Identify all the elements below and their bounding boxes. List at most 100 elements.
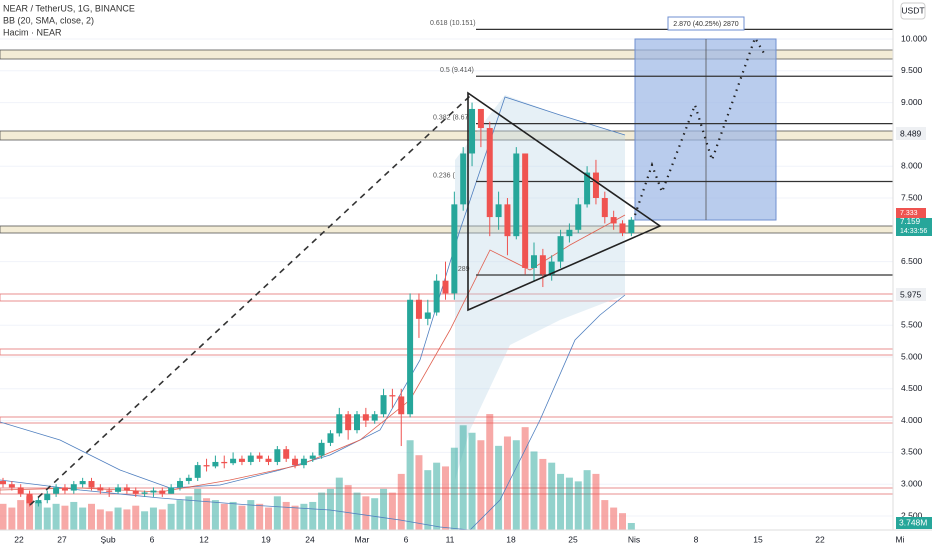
candle-body [398, 396, 405, 415]
y-tick-label: 6.500 [901, 256, 923, 266]
badge-text: 5.975 [900, 289, 922, 299]
badge-text: 7.333 [900, 210, 918, 217]
candle-body [380, 395, 387, 415]
volume-bar [486, 414, 494, 530]
candle-body [17, 487, 24, 494]
candle-body [592, 172, 599, 198]
volume-bar [619, 513, 626, 530]
candle-body [221, 461, 228, 464]
volume-bar [574, 481, 582, 530]
x-tick-label: Şub [100, 534, 115, 544]
candle-body [531, 255, 537, 268]
x-tick-label: 8 [694, 534, 699, 544]
volume-bar [380, 488, 388, 530]
candle-body [300, 458, 307, 466]
volume-bar [468, 432, 476, 530]
volume-bar [353, 492, 361, 530]
candle-body [212, 461, 219, 467]
volume-bar [406, 440, 414, 530]
volume-bar [583, 470, 591, 530]
x-tick-label: 25 [568, 534, 578, 544]
volume-bar [282, 501, 290, 530]
candle-body [88, 481, 95, 488]
trend-line [29, 95, 471, 506]
grid [0, 38, 893, 517]
x-tick-label: 18 [506, 534, 516, 544]
volume-bar [610, 507, 618, 530]
volume-bar [52, 503, 60, 530]
volume-bar [539, 458, 547, 530]
volume-bar [220, 503, 228, 530]
volume-bar [0, 503, 7, 530]
candle-body [265, 458, 272, 462]
volume-bar [442, 466, 449, 530]
candle-body [97, 487, 104, 491]
volume-bar [397, 473, 405, 530]
badge-text: 7.159 [900, 217, 921, 226]
x-axis: 22 27 Şub 6 12 19 24 Mar 6 11 18 25 Nis 8 15 22 Mi [14, 534, 904, 544]
y-tick-label: 3.000 [901, 478, 923, 488]
x-tick-label: 6 [150, 534, 155, 544]
volume-bar [79, 507, 87, 530]
volume-bar [433, 462, 441, 530]
badge-timer: 14:33:56 [900, 228, 927, 235]
candle-body [362, 414, 369, 421]
fib-label: 0.5 (9.414) [440, 67, 474, 74]
candle-body [504, 204, 511, 237]
candle-body [256, 455, 263, 459]
volume-bar [424, 470, 432, 530]
volume-bar [149, 507, 157, 530]
candle-body [185, 477, 192, 482]
candle-body [79, 481, 86, 485]
volume-bar [70, 501, 78, 530]
volume-bar [557, 473, 565, 530]
volume-bar [335, 477, 343, 530]
volume-label: Hacim · NEAR [3, 27, 62, 37]
volume-bar [592, 473, 600, 530]
projection-box [634, 38, 777, 221]
volume-bar [503, 436, 511, 530]
volume-bar [247, 500, 255, 530]
volume-bar [176, 500, 184, 530]
candle-body [26, 493, 33, 504]
candle-body [407, 299, 414, 415]
bb-upper [0, 96, 626, 489]
x-tick-label: 27 [57, 534, 67, 544]
volume-bar [300, 503, 308, 530]
candle-body [318, 442, 325, 456]
triangle [467, 91, 662, 312]
y-tick-label: 9.500 [901, 65, 923, 75]
y-tick-label: 10.000 [901, 33, 927, 43]
candle-body [433, 280, 440, 313]
candle-body [522, 153, 529, 268]
y-tick-label: 4.500 [901, 383, 923, 393]
candle-body [486, 128, 493, 218]
candle-body [619, 223, 626, 233]
candle-body [35, 500, 42, 504]
volume-bar [8, 507, 16, 530]
y-tick-label: 4.000 [901, 415, 923, 425]
measure-label: 2.870 (40.25%) 2870 [673, 21, 738, 28]
volume-bar [238, 505, 246, 530]
candle-body [469, 108, 476, 154]
volume-bar [61, 505, 69, 530]
volume-bar [362, 496, 370, 530]
bb-lower [0, 294, 626, 531]
x-tick-label: 22 [14, 534, 24, 544]
volume-bar [309, 501, 317, 530]
candle-body [150, 490, 157, 493]
currency-box [900, 2, 926, 20]
x-tick-label: 24 [305, 534, 315, 544]
x-tick-label: 6 [404, 534, 409, 544]
candle-body [610, 217, 617, 224]
candle-body [141, 492, 148, 494]
candle-body [548, 261, 555, 275]
y-tick-label: 9.000 [901, 97, 923, 107]
x-tick-label: 12 [199, 534, 209, 544]
candle-body [415, 299, 422, 319]
badge [896, 127, 926, 140]
projection-path [633, 35, 766, 216]
candle-body [123, 487, 130, 491]
candle-body [584, 172, 591, 205]
